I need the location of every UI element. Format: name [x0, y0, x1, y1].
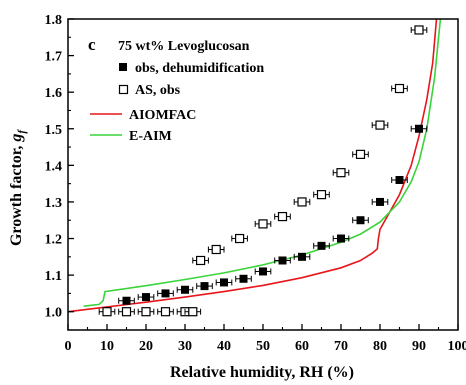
- data-point-as-obs: [316, 190, 327, 200]
- legend-title: 75 wt% Levoglucosan: [118, 39, 250, 54]
- data-point-dehumidification: [376, 197, 384, 206]
- data-point-dehumidification: [142, 293, 150, 302]
- x-tick-label: 60: [295, 339, 309, 354]
- y-tick-label: 1.2: [45, 233, 63, 248]
- y-axis-title-main: Growth factor,: [8, 142, 25, 246]
- series-line-aiomfac: [68, 19, 438, 313]
- y-tick-label: 1.5: [45, 123, 63, 138]
- x-axis-ticks: 0 10 20 30 40 50 60 70 80 90 100: [65, 324, 466, 354]
- data-point-as-obs: [188, 307, 198, 317]
- y-tick-label: 1.0: [45, 306, 63, 321]
- legend-marker-filled-square: [119, 63, 127, 71]
- data-point-dehumidification: [181, 285, 189, 294]
- y-tick-label: 1.4: [45, 159, 63, 174]
- x-tick-label: 30: [178, 339, 192, 354]
- data-point-as-obs: [121, 307, 132, 317]
- x-tick-label: 50: [256, 339, 270, 354]
- data-point-dehumidification: [122, 296, 131, 305]
- data-point-dehumidification: [298, 252, 306, 261]
- legend-label-as-obs: AS, obs: [135, 83, 181, 98]
- y-tick-label: 1.1: [45, 269, 63, 284]
- data-point-as-obs: [355, 149, 366, 159]
- data-point-dehumidification: [337, 234, 345, 243]
- data-point-dehumidification: [317, 241, 326, 250]
- y-tick-label: 1.7: [45, 50, 63, 65]
- y-tick-label: 1.3: [45, 196, 63, 211]
- data-point-as-obs: [375, 120, 385, 130]
- data-point-as-obs: [414, 25, 424, 35]
- y-axis-title-symbol: g: [8, 134, 25, 143]
- x-tick-label: 20: [139, 339, 153, 354]
- x-tick-label: 100: [448, 339, 466, 354]
- x-axis-title: Relative humidity, RH (%): [170, 364, 354, 381]
- data-point-as-obs: [211, 244, 221, 255]
- x-tick-label: 80: [373, 339, 387, 354]
- x-tick-label: 90: [412, 339, 426, 354]
- legend-label-aiomfac: AIOMFAC: [129, 108, 196, 123]
- data-point-dehumidification: [415, 124, 423, 133]
- data-point-dehumidification: [239, 274, 248, 283]
- data-point-as-obs: [258, 219, 268, 229]
- data-point-dehumidification: [220, 278, 228, 287]
- data-point-dehumidification: [395, 175, 404, 184]
- y-tick-label: 1.8: [45, 13, 63, 28]
- data-point-as-obs: [160, 307, 171, 317]
- x-tick-label: 0: [65, 339, 72, 354]
- x-tick-label: 70: [334, 339, 348, 354]
- data-point-dehumidification: [278, 256, 287, 265]
- data-point-as-obs: [297, 197, 307, 207]
- legend-marker-open-square: [118, 84, 129, 95]
- legend: 75 wt% Levoglucosan obs, dehumidificatio…: [90, 39, 264, 144]
- plot-content: [68, 19, 442, 317]
- panel-label: c: [88, 35, 96, 54]
- data-point-as-obs: [141, 307, 151, 317]
- data-point-as-obs: [336, 168, 346, 178]
- data-markers: [98, 25, 428, 317]
- data-point-as-obs: [196, 255, 206, 266]
- x-tick-label: 10: [100, 339, 114, 354]
- legend-label-obs-dehumidification: obs, dehumidification: [135, 61, 264, 76]
- x-tick-label: 40: [217, 339, 231, 354]
- y-axis-title: Growth factor, gf: [8, 129, 28, 246]
- data-point-as-obs: [394, 83, 405, 94]
- y-axis-ticks: 1.0 1.1 1.2 1.3 1.4 1.5 1.6 1.7 1.8: [45, 13, 74, 321]
- data-point-as-obs: [102, 307, 112, 317]
- data-point-dehumidification: [200, 282, 209, 291]
- y-tick-label: 1.6: [45, 86, 63, 101]
- data-point-dehumidification: [259, 267, 267, 276]
- data-point-as-obs: [235, 233, 245, 244]
- y-axis-title-subscript: f: [16, 129, 28, 134]
- data-point-dehumidification: [356, 216, 365, 225]
- legend-label-e-aim: E-AIM: [129, 129, 172, 144]
- data-point-dehumidification: [161, 289, 170, 298]
- data-point-as-obs: [277, 211, 288, 222]
